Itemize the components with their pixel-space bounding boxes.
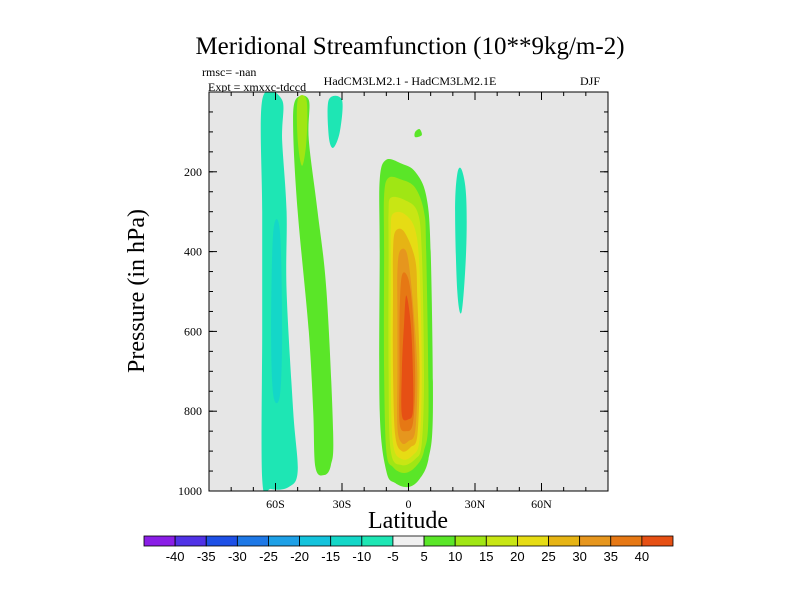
colorbar-label: -5: [387, 549, 399, 564]
colorbar-swatch: [517, 535, 549, 547]
colorbar-label: -10: [352, 549, 371, 564]
colorbar-label: 30: [572, 549, 586, 564]
x-tick-label: 0: [406, 497, 412, 511]
colorbar-swatch: [548, 535, 581, 547]
colorbar-label: -30: [228, 549, 247, 564]
colorbar-swatch: [454, 535, 487, 547]
colorbar-label: 35: [604, 549, 618, 564]
northern-negative-strip: [455, 167, 467, 314]
colorbar-swatch: [392, 535, 425, 547]
colorbar-swatch: [579, 535, 612, 547]
colorbar-swatch: [236, 535, 269, 547]
colorbar-label: -40: [166, 549, 185, 564]
colorbar-label: -25: [259, 549, 278, 564]
y-tick-label: 400: [184, 245, 202, 259]
x-tick-label: 60N: [531, 497, 552, 511]
colorbar-label: 15: [479, 549, 493, 564]
y-tick-label: 800: [184, 404, 202, 418]
y-tick-label: 600: [184, 324, 202, 338]
x-tick-label: 60S: [266, 497, 285, 511]
small-positive-blob: [414, 129, 422, 138]
x-axis-ticks: 60S 30S 0 30N 60N: [208, 92, 609, 511]
colorbar-swatch: [174, 535, 207, 547]
y-axis-label: Pressure (in hPa): [124, 209, 150, 373]
rmsc-annotation: rmsc= -nan: [202, 65, 256, 79]
colorbar-label: -35: [197, 549, 216, 564]
colorbar-swatch: [641, 535, 674, 547]
y-tick-label: 1000: [178, 484, 202, 498]
colorbar-label: 40: [635, 549, 649, 564]
x-axis-label: Latitude: [368, 508, 448, 534]
x-tick-label: 30N: [465, 497, 486, 511]
colorbar-swatch: [330, 535, 363, 547]
colorbar-swatch: [423, 535, 456, 547]
colorbar-label: 5: [420, 549, 427, 564]
expt-annotation: Expt = xmxxc-tdccd: [208, 80, 306, 94]
colorbar-swatch: [143, 535, 176, 547]
model-annotation: HadCM3LM2.1 - HadCM3LM2.1E: [324, 74, 497, 88]
colorbar-label: -20: [290, 549, 309, 564]
southern-positive-core: [296, 94, 308, 166]
colorbar: -40 -35 -30 -25 -20 -15 -10 -5 5 10 15 20 25 30 35 40: [143, 535, 674, 564]
upper-negative-cell: [327, 95, 343, 148]
colorbar-swatch: [610, 535, 643, 547]
colorbar-swatch: [205, 535, 238, 547]
y-axis-ticks: 200 400 600 800 1000: [178, 91, 608, 498]
chart-title: Meridional Streamfunction (10**9kg/m-2): [195, 33, 624, 60]
hadley-cell-contour-40: [401, 295, 414, 421]
y-tick-label: 200: [184, 165, 202, 179]
colorbar-label: 20: [510, 549, 524, 564]
contour-fields: [260, 92, 467, 491]
southern-positive-band: [293, 95, 334, 476]
colorbar-swatch: [485, 535, 518, 547]
colorbar-label: 25: [541, 549, 555, 564]
season-annotation: DJF: [580, 74, 600, 88]
x-tick-label: 30S: [333, 497, 352, 511]
colorbar-swatch: [361, 535, 394, 547]
southern-negative-core: [271, 219, 283, 404]
colorbar-swatch: [268, 535, 300, 547]
colorbar-swatch: [299, 535, 332, 547]
colorbar-label: -15: [321, 549, 340, 564]
colorbar-label: 10: [448, 549, 462, 564]
